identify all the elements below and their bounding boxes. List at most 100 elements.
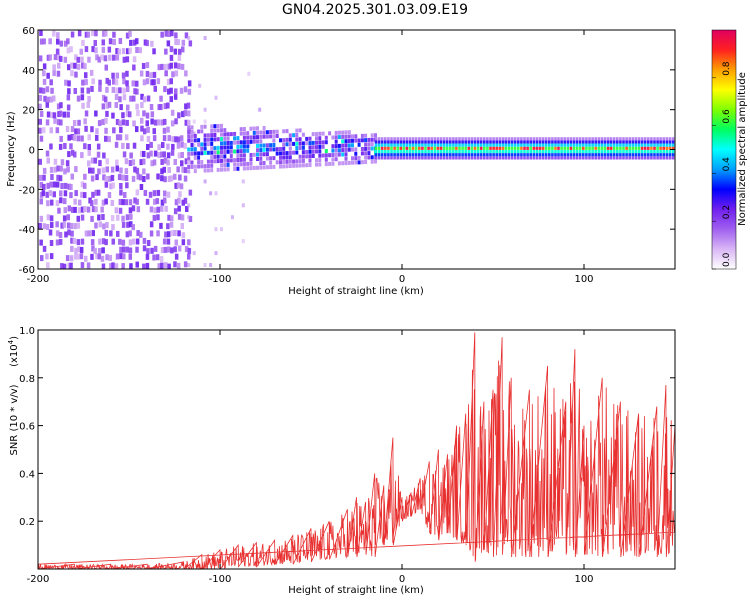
spectrogram-cell: [105, 86, 109, 93]
spectrogram-cell: [63, 182, 68, 189]
spectrogram-cell: [458, 146, 461, 150]
spectrogram-cell: [187, 125, 191, 130]
spectrogram-cell: [167, 167, 171, 173]
spectrogram-cell: [187, 130, 191, 134]
spectrogram-cell: [87, 160, 91, 167]
spectrogram-cell: [551, 146, 554, 150]
spectrogram-cell: [305, 163, 309, 168]
spectrogram-cell: [74, 166, 78, 173]
spectrogram-cell: [295, 128, 299, 133]
spectrogram-cell: [347, 147, 351, 152]
spectrogram-cell: [76, 239, 81, 246]
spectrogram-cell: [262, 152, 266, 157]
spectrogram-cell: [347, 130, 351, 135]
spectrogram-cell: [631, 143, 635, 147]
y-tick-label: 20: [22, 106, 35, 117]
spectrogram-cell: [242, 135, 246, 140]
spectrogram-cell: [183, 175, 188, 182]
spectrogram-cell: [548, 153, 551, 157]
spectrogram-cell: [575, 137, 579, 141]
spectrogram-cell: [83, 173, 87, 180]
spectrogram-cell: [616, 156, 619, 160]
spectrogram-cell: [104, 229, 108, 236]
spectrogram-cell: [126, 48, 130, 55]
spectrogram-cell: [449, 149, 452, 154]
spectrogram-cell: [133, 88, 137, 95]
spectrogram-cell: [150, 160, 154, 167]
spectrogram-cell: [569, 153, 573, 157]
spectrogram-cell: [510, 146, 514, 150]
spectrogram-cell: [109, 230, 113, 237]
spectrogram-cell: [393, 140, 396, 144]
spectrogram-cell: [252, 135, 256, 140]
spectrogram-cell: [414, 143, 418, 147]
spectrogram-cell: [600, 146, 604, 150]
spectrogram-cell: [140, 125, 144, 132]
spectrogram-cell: [190, 160, 194, 165]
spectrogram-cell: [157, 144, 161, 151]
spectrogram-cell: [174, 239, 178, 246]
spectrogram-cell: [230, 215, 234, 220]
spectrogram-cell: [288, 137, 292, 142]
spectrogram-cell: [572, 143, 576, 147]
spectrogram-cell: [125, 214, 130, 221]
spectrogram-cell: [479, 149, 483, 154]
spectrogram-cell: [544, 146, 548, 150]
spectrogram-cell: [173, 230, 177, 236]
spectrogram-cell: [220, 145, 223, 150]
spectrogram-cell: [183, 86, 188, 93]
spectrogram-cell: [269, 165, 273, 170]
spectrogram-cell: [492, 137, 495, 141]
spectrogram-cell: [249, 126, 253, 131]
spectrogram-cell: [479, 143, 483, 147]
spectrogram-cell: [643, 137, 647, 141]
spectrogram-cell: [535, 156, 539, 160]
spectrogram-cell: [249, 161, 253, 166]
spectrogram-cell: [582, 137, 585, 141]
spectrogram-cell: [318, 136, 322, 141]
spectrogram-cell: [265, 130, 269, 135]
spectrogram-cell: [167, 31, 171, 37]
spectrogram-cell: [541, 140, 545, 144]
spectrogram-cell: [653, 153, 656, 157]
spectrogram-cell: [107, 136, 111, 143]
spectrogram-cell: [351, 147, 354, 152]
spectrogram-cell: [554, 153, 557, 157]
spectrogram-cell: [164, 262, 168, 269]
spectrogram-cell: [405, 137, 409, 141]
spectrogram-cell: [470, 137, 474, 141]
spectrogram-cell: [236, 136, 240, 141]
spectrogram-cell: [145, 120, 149, 127]
spectrogram-cell: [495, 149, 498, 154]
spectrogram-cell: [634, 149, 638, 154]
spectrogram-cell: [331, 161, 335, 166]
spectrogram-cell: [39, 135, 44, 142]
spectrogram-cell: [628, 156, 631, 160]
spectrogram-cell: [213, 146, 217, 151]
spectrogram-cell: [177, 205, 181, 212]
spectrogram-cell: [486, 149, 489, 154]
spectrogram-cell: [242, 162, 246, 167]
spectrogram-cell: [597, 156, 601, 160]
spectrogram-cell: [236, 162, 240, 167]
spectrogram-cell: [269, 160, 273, 165]
spectrogram-cell: [433, 156, 437, 160]
spectrogram-cell: [424, 149, 427, 154]
spectrogram-cell: [52, 112, 57, 119]
spectrogram-cell: [272, 134, 276, 139]
spectrogram-cell: [200, 124, 204, 129]
spectrogram-cell: [67, 134, 71, 141]
spectrogram-cell: [101, 103, 106, 110]
spectrogram-cell: [119, 253, 123, 260]
spectrogram-cell: [492, 143, 495, 147]
spectrogram-cell: [242, 153, 246, 158]
spectrogram-cell: [216, 167, 220, 172]
spectrogram-cell: [311, 154, 315, 158]
spectrogram-cell: [153, 207, 157, 214]
spectrogram-cell: [149, 141, 153, 148]
spectrogram-cell: [548, 140, 551, 144]
spectrogram-cell: [167, 88, 171, 95]
spectrogram-cell: [411, 146, 415, 150]
spectrogram-cell: [384, 153, 387, 157]
spectrogram-cell: [67, 64, 71, 71]
